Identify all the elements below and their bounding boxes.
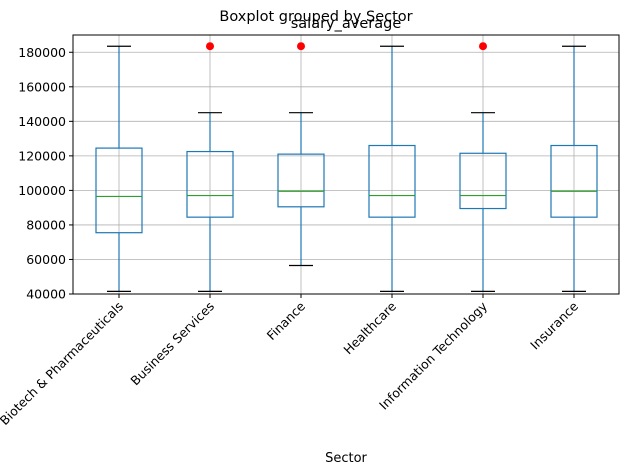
- y-tick-label: 160000: [18, 79, 66, 94]
- x-tick-label: Insurance: [527, 298, 581, 352]
- x-tick-label: Finance: [264, 298, 309, 343]
- x-tick-label: Information Technology: [376, 298, 491, 413]
- box-group-2: [186, 42, 234, 293]
- y-tick-label: 120000: [18, 148, 66, 163]
- chart-title: Boxplot grouped by Sector: [219, 9, 412, 25]
- box-group-5: [459, 42, 507, 293]
- chart-subtitle: salary_average: [291, 16, 402, 32]
- outlier-point: [206, 42, 214, 51]
- iqr-box: [95, 147, 143, 234]
- iqr-box: [550, 144, 598, 218]
- x-tick-label: Healthcare: [340, 298, 399, 357]
- boxes: [95, 42, 598, 293]
- y-tick-label: 140000: [18, 114, 66, 129]
- box-group-3: [277, 42, 325, 267]
- x-axis-label: Sector: [325, 451, 367, 466]
- y-tick-label: 100000: [18, 183, 66, 198]
- iqr-box: [186, 150, 234, 218]
- iqr-box: [277, 153, 325, 208]
- y-tick-label: 80000: [26, 217, 66, 232]
- outlier-point: [297, 42, 305, 51]
- iqr-box: [459, 152, 507, 210]
- y-tick-label: 60000: [26, 252, 66, 267]
- y-tick-label: 40000: [26, 287, 66, 302]
- box-group-1: [95, 45, 143, 293]
- x-tick-label: Biotech & Pharmaceuticals: [0, 299, 126, 428]
- iqr-box: [368, 144, 416, 218]
- outlier-point: [479, 42, 487, 51]
- axes: 40000 60000 80000 100000 120000 140000 160000 1…: [0, 45, 581, 428]
- grid: [73, 35, 619, 295]
- box-group-6: [550, 45, 598, 293]
- y-tick-label: 180000: [18, 45, 66, 60]
- x-tick-label: Business Services: [127, 299, 217, 389]
- plot-frame: [72, 34, 620, 295]
- box-group-4: [368, 45, 416, 293]
